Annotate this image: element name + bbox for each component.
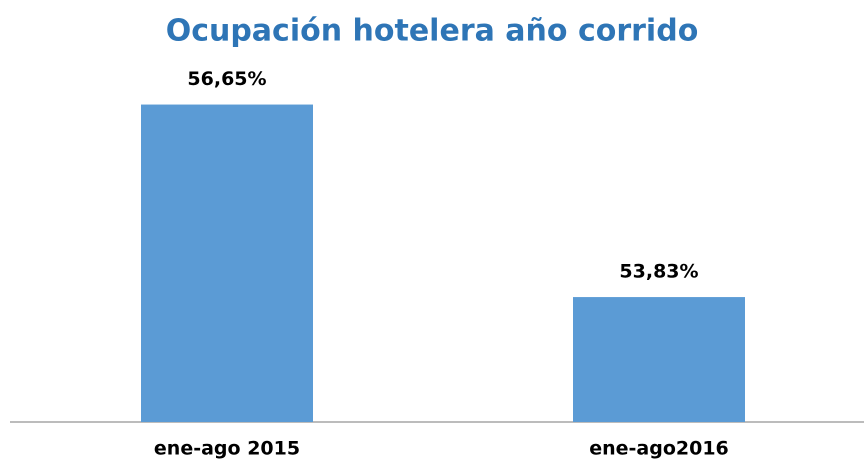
chart-title: Ocupación hotelera año corrido bbox=[166, 14, 699, 49]
x-tick-label: ene-ago2016 bbox=[589, 438, 729, 460]
data-label: 56,65% bbox=[187, 68, 266, 90]
x-tick-label: ene-ago 2015 bbox=[154, 438, 300, 460]
data-label: 53,83% bbox=[619, 261, 698, 283]
bar bbox=[573, 297, 745, 422]
bar bbox=[141, 104, 313, 422]
